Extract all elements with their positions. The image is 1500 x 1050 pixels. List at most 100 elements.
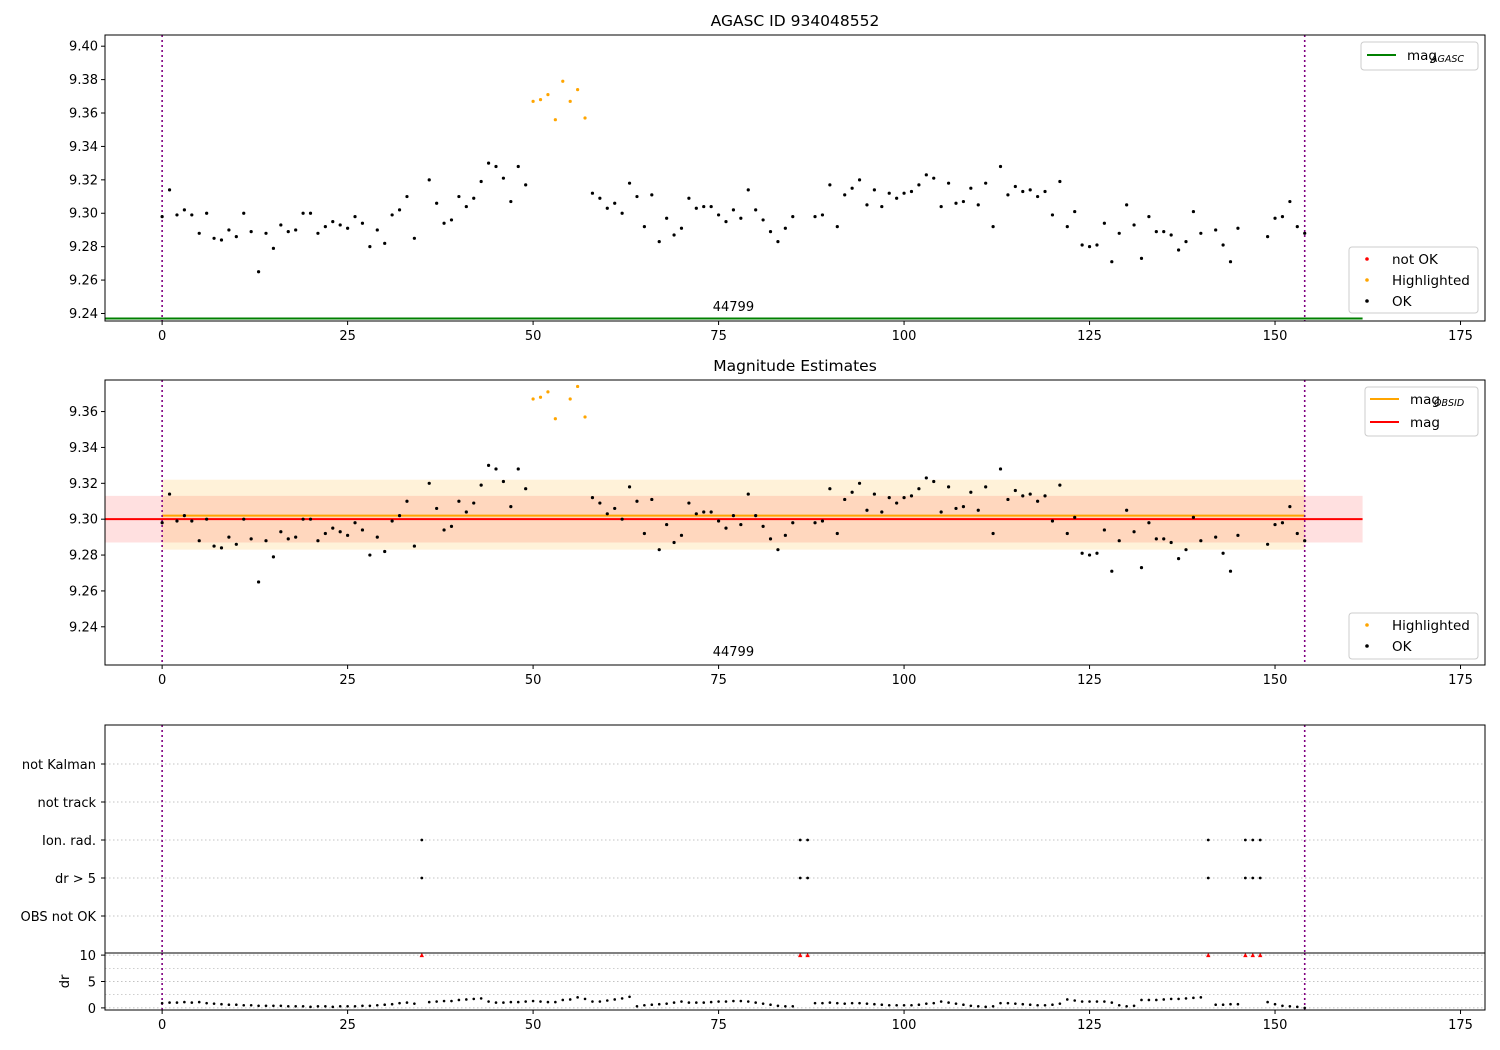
ok-point — [360, 221, 365, 225]
dr-point — [1281, 1004, 1284, 1008]
ok-point — [1050, 519, 1055, 523]
ok-point — [316, 539, 320, 543]
dr-point — [1051, 1003, 1054, 1007]
ok-point — [739, 522, 743, 527]
ok-point — [509, 505, 513, 509]
ok-point — [1221, 243, 1225, 247]
ok-point — [590, 191, 595, 195]
ok-point — [954, 201, 958, 205]
ok-point — [939, 204, 943, 209]
ok-point — [850, 186, 854, 190]
dr-point — [1236, 1002, 1240, 1006]
dr-point — [932, 1001, 936, 1005]
dr-point — [160, 1001, 164, 1005]
ok-point — [687, 501, 691, 505]
ok-point — [516, 467, 520, 471]
ok-point — [724, 220, 728, 224]
ok-point — [1236, 226, 1240, 230]
chart-title: Magnitude Estimates — [713, 357, 877, 375]
ok-point — [843, 497, 847, 502]
ok-point — [694, 206, 698, 210]
ok-point — [1295, 225, 1299, 229]
ok-point — [998, 164, 1003, 169]
dr-point — [509, 1000, 513, 1004]
ok-point — [1036, 499, 1040, 503]
ok-point — [212, 544, 216, 548]
ok-point — [1199, 539, 1203, 543]
x-tick-label: 50 — [525, 1018, 542, 1033]
flag-category-label: not Kalman — [22, 758, 96, 773]
ok-point — [175, 519, 179, 523]
dr-point — [361, 1004, 364, 1008]
ok-point — [294, 535, 298, 539]
ok-point — [924, 173, 928, 177]
ok-point — [613, 201, 617, 205]
ok-point — [486, 463, 491, 467]
x-tick-label: 125 — [1077, 673, 1102, 688]
dr-point — [746, 1000, 750, 1003]
dr-point — [887, 1003, 891, 1007]
highlighted-point — [546, 93, 550, 97]
ok-point — [331, 220, 335, 224]
y-tick-label: 9.32 — [69, 477, 98, 492]
dr-point — [739, 999, 743, 1003]
dr-point — [902, 1003, 906, 1007]
ok-point — [642, 531, 646, 536]
dr-point — [1155, 998, 1158, 1002]
y-axis-label: dr — [58, 974, 73, 988]
highlighted-point — [531, 99, 535, 103]
dr-point — [1103, 1000, 1106, 1003]
ok-point — [642, 225, 646, 229]
dr-point — [457, 998, 461, 1002]
ok-point — [1021, 494, 1025, 498]
ok-point — [1125, 203, 1129, 207]
ok-point — [976, 508, 980, 512]
y-tick-label: 5 — [88, 976, 96, 991]
ok-point — [190, 213, 194, 217]
dr-clipped-marker — [1257, 952, 1263, 958]
dr-point — [450, 999, 453, 1003]
ok-point — [984, 485, 988, 489]
dr-point — [1192, 996, 1195, 1000]
ok-point — [605, 512, 609, 516]
ok-point — [835, 225, 839, 229]
ok-point — [1162, 537, 1166, 541]
dr-point — [873, 1002, 876, 1006]
dr-point — [168, 1001, 171, 1004]
flag-point — [1206, 876, 1210, 880]
ok-point — [850, 490, 854, 494]
x-tick-label: 100 — [892, 329, 917, 344]
dr-point — [1043, 1003, 1047, 1007]
x-tick-label: 150 — [1263, 1018, 1288, 1033]
ok-point — [895, 196, 899, 200]
ok-point — [256, 580, 261, 584]
dr-point — [398, 1001, 401, 1005]
highlighted-point — [538, 98, 543, 102]
ok-point — [768, 537, 773, 541]
ok-point — [1043, 494, 1047, 498]
ok-point — [1288, 505, 1292, 509]
dr-point — [324, 1005, 327, 1008]
ok-point — [857, 481, 862, 485]
ok-point — [1147, 521, 1151, 525]
dr-point — [435, 1000, 438, 1003]
ok-point — [1199, 231, 1203, 235]
dr-point — [687, 1001, 691, 1004]
ok-point — [902, 496, 906, 500]
ok-point — [820, 519, 825, 523]
ok-point — [1006, 497, 1010, 502]
ok-point — [234, 542, 238, 546]
flag-point — [798, 876, 802, 880]
y-tick-label: 9.28 — [69, 549, 98, 564]
dr-clipped-marker — [797, 952, 803, 958]
ok-point — [1266, 542, 1270, 546]
dr-point — [294, 1005, 297, 1008]
flag-category-label: Ion. rad. — [42, 834, 96, 849]
ok-point — [657, 548, 661, 552]
dr-point — [1028, 1003, 1032, 1007]
dr-point — [591, 1000, 594, 1003]
dr-point — [390, 1002, 394, 1006]
dr-point — [546, 1000, 550, 1004]
dr-point — [1221, 1003, 1225, 1007]
